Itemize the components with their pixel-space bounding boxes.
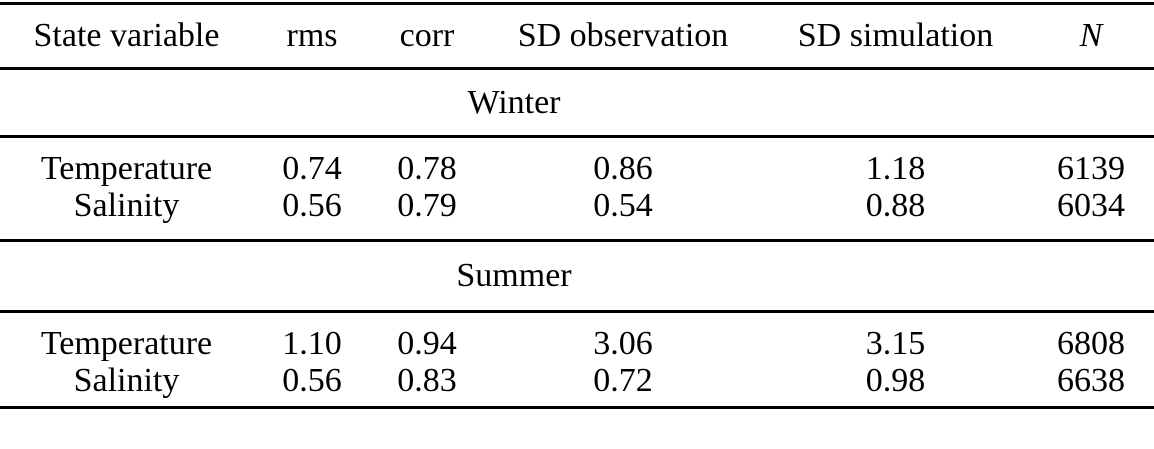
statistics-table: State variable rms corr SD observation S… <box>0 2 1154 409</box>
summer-temperature-corr: 0.94 <box>397 324 457 362</box>
summer-temperature-rms: 1.10 <box>282 324 342 362</box>
table-row-summer-salinity: Salinity 0.56 0.83 0.72 0.98 6638 <box>0 362 1154 407</box>
winter-temperature-sd-observation: 0.86 <box>593 150 653 187</box>
column-header-n: N <box>1079 17 1103 55</box>
winter-section: Winter Temperature 0.74 0.78 0.86 1.18 6… <box>0 69 1154 241</box>
winter-temperature-n: 6139 <box>1057 150 1125 187</box>
table-row-winter-salinity: Salinity 0.56 0.79 0.54 0.88 6034 <box>0 187 1154 241</box>
winter-temperature-corr: 0.78 <box>397 150 457 187</box>
summer-section-header-row: Summer <box>0 240 1154 312</box>
summer-salinity-sd-observation: 0.72 <box>593 362 653 400</box>
summer-salinity-sd-simulation: 0.98 <box>865 362 926 400</box>
summer-temperature-n: 6808 <box>1057 324 1125 362</box>
summer-salinity-corr: 0.83 <box>397 362 457 400</box>
table-header-row: State variable rms corr SD observation S… <box>0 4 1154 69</box>
winter-salinity-corr: 0.79 <box>397 187 457 225</box>
summer-section-label: Summer <box>456 257 572 295</box>
column-header-corr: corr <box>399 17 455 55</box>
summer-salinity-variable: Salinity <box>73 362 180 400</box>
column-header-sd-observation: SD observation <box>517 17 729 55</box>
winter-salinity-variable: Salinity <box>73 187 180 225</box>
summer-section-header-spacer <box>1028 240 1154 311</box>
winter-section-header-row: Winter <box>0 69 1154 137</box>
winter-temperature-sd-simulation: 1.18 <box>865 150 926 187</box>
winter-salinity-sd-simulation: 0.88 <box>865 187 926 225</box>
summer-temperature-sd-simulation: 3.15 <box>865 324 926 362</box>
winter-temperature-variable: Temperature <box>40 150 213 187</box>
winter-temperature-rms: 0.74 <box>282 150 342 187</box>
column-header-state-variable: State variable <box>33 17 220 55</box>
summer-salinity-rms: 0.56 <box>282 362 342 400</box>
winter-salinity-rms: 0.56 <box>282 187 342 225</box>
column-header-sd-simulation: SD simulation <box>797 17 994 55</box>
winter-section-label: Winter <box>467 83 561 121</box>
summer-temperature-variable: Temperature <box>40 324 213 362</box>
winter-salinity-n: 6034 <box>1057 187 1125 225</box>
winter-salinity-sd-observation: 0.54 <box>593 187 653 225</box>
summer-temperature-sd-observation: 3.06 <box>593 324 653 362</box>
table-row-summer-temperature: Temperature 1.10 0.94 3.06 3.15 6808 <box>0 311 1154 362</box>
column-header-rms: rms <box>286 17 338 55</box>
winter-section-header-spacer <box>1028 69 1154 137</box>
summer-section: Summer Temperature 1.10 0.94 3.06 3.15 6… <box>0 240 1154 407</box>
table-row-winter-temperature: Temperature 0.74 0.78 0.86 1.18 6139 <box>0 137 1154 188</box>
summer-salinity-n: 6638 <box>1057 362 1125 400</box>
